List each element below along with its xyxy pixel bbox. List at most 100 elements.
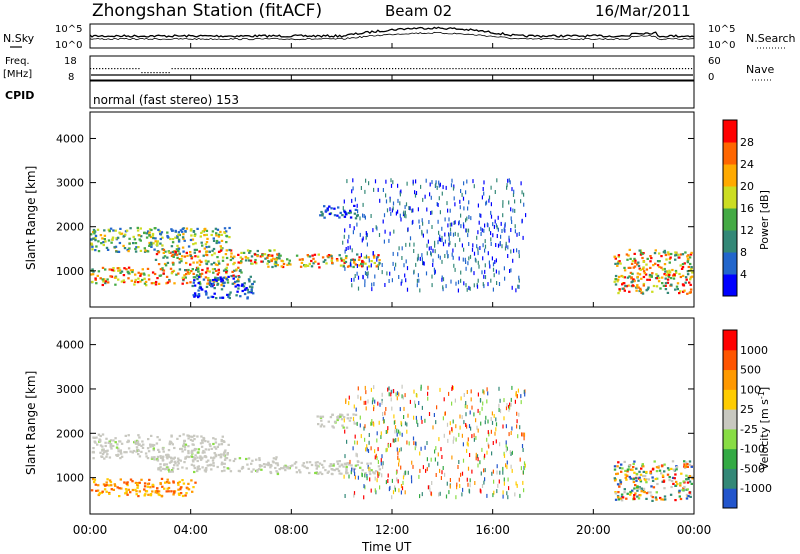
range-cell <box>196 261 199 264</box>
range-cell <box>678 272 681 276</box>
range-cell <box>413 249 415 253</box>
range-cell <box>214 447 218 450</box>
range-cell <box>337 206 340 209</box>
range-cell <box>683 466 687 469</box>
range-cell <box>344 249 346 254</box>
range-cell <box>225 269 229 272</box>
range-cell <box>416 283 418 288</box>
range-cell <box>221 279 225 282</box>
range-cell <box>196 275 200 278</box>
range-cell <box>614 491 617 494</box>
range-cell <box>151 444 155 447</box>
range-cell <box>211 459 215 462</box>
range-cell <box>352 265 355 269</box>
range-cell <box>664 498 667 501</box>
range-cell <box>141 268 144 271</box>
range-cell <box>634 492 637 495</box>
range-cell <box>492 493 494 498</box>
range-cell <box>234 275 237 278</box>
range-cell <box>106 453 109 456</box>
range-cell <box>364 279 366 284</box>
range-cell <box>629 490 632 494</box>
range-cell <box>377 473 379 478</box>
range-cell <box>368 181 370 186</box>
range-cell <box>486 387 488 392</box>
range-cell <box>655 470 659 473</box>
range-cell <box>388 386 390 391</box>
range-cell <box>137 453 140 456</box>
range-cell <box>522 470 524 475</box>
range-cell <box>222 276 225 279</box>
range-cell <box>175 248 179 251</box>
range-cell <box>674 499 677 502</box>
range-cell <box>281 265 285 269</box>
range-cell <box>669 277 673 280</box>
range-cell <box>181 466 184 469</box>
range-cell <box>147 493 150 496</box>
range-cell <box>613 477 616 480</box>
range-cell <box>617 260 620 263</box>
range-cell <box>93 478 97 481</box>
range-cell <box>439 491 441 496</box>
range-cell <box>257 468 261 471</box>
range-cell <box>502 424 504 429</box>
range-cell <box>444 411 446 416</box>
range-cell <box>256 469 259 472</box>
range-cell <box>230 275 233 278</box>
range-cell <box>663 463 666 466</box>
range-cell <box>183 274 186 277</box>
range-cell <box>373 385 375 390</box>
range-cell <box>308 255 312 258</box>
range-cell <box>637 497 641 500</box>
range-cell <box>387 387 389 392</box>
colorbar-tick-label: 4 <box>740 268 747 281</box>
range-cell <box>162 455 165 458</box>
range-cell <box>90 489 94 492</box>
range-cell <box>683 485 686 489</box>
range-cell <box>133 238 137 241</box>
range-cell <box>523 192 525 197</box>
range-cell <box>645 497 648 500</box>
range-cell <box>194 481 197 484</box>
range-cell <box>177 231 181 234</box>
range-cell <box>374 179 377 184</box>
range-cell <box>167 490 170 493</box>
range-cell <box>352 446 354 451</box>
range-cell <box>439 255 441 260</box>
range-cell <box>354 434 356 439</box>
range-cell <box>167 468 170 471</box>
range-cell <box>378 472 380 477</box>
range-cell <box>400 447 402 452</box>
range-cell <box>261 253 264 256</box>
range-cell <box>216 283 219 286</box>
range-cell <box>486 437 488 442</box>
freq-point <box>259 68 261 70</box>
range-cell <box>208 250 211 253</box>
range-cell <box>634 477 638 480</box>
range-cell <box>168 440 172 443</box>
range-cell <box>146 267 150 270</box>
range-cell <box>329 416 333 419</box>
range-cell <box>480 421 482 426</box>
range-cell <box>182 278 185 281</box>
range-cell <box>108 440 111 443</box>
range-cell <box>436 202 438 206</box>
range-cell <box>102 243 105 247</box>
range-cell <box>118 231 121 234</box>
range-cell <box>125 229 129 232</box>
range-cell <box>208 281 212 284</box>
range-cell <box>668 271 672 274</box>
range-cell <box>167 455 171 458</box>
range-cell <box>219 296 222 299</box>
freq-point <box>102 68 104 70</box>
range-cell <box>193 234 197 237</box>
freq-point <box>93 68 95 70</box>
range-cell <box>376 226 378 231</box>
range-cell <box>413 441 415 446</box>
freq-point <box>289 68 291 70</box>
range-cell <box>188 271 191 274</box>
range-cell <box>682 480 685 483</box>
range-cell <box>192 276 196 279</box>
range-cell <box>145 232 148 235</box>
range-cell <box>686 260 689 263</box>
